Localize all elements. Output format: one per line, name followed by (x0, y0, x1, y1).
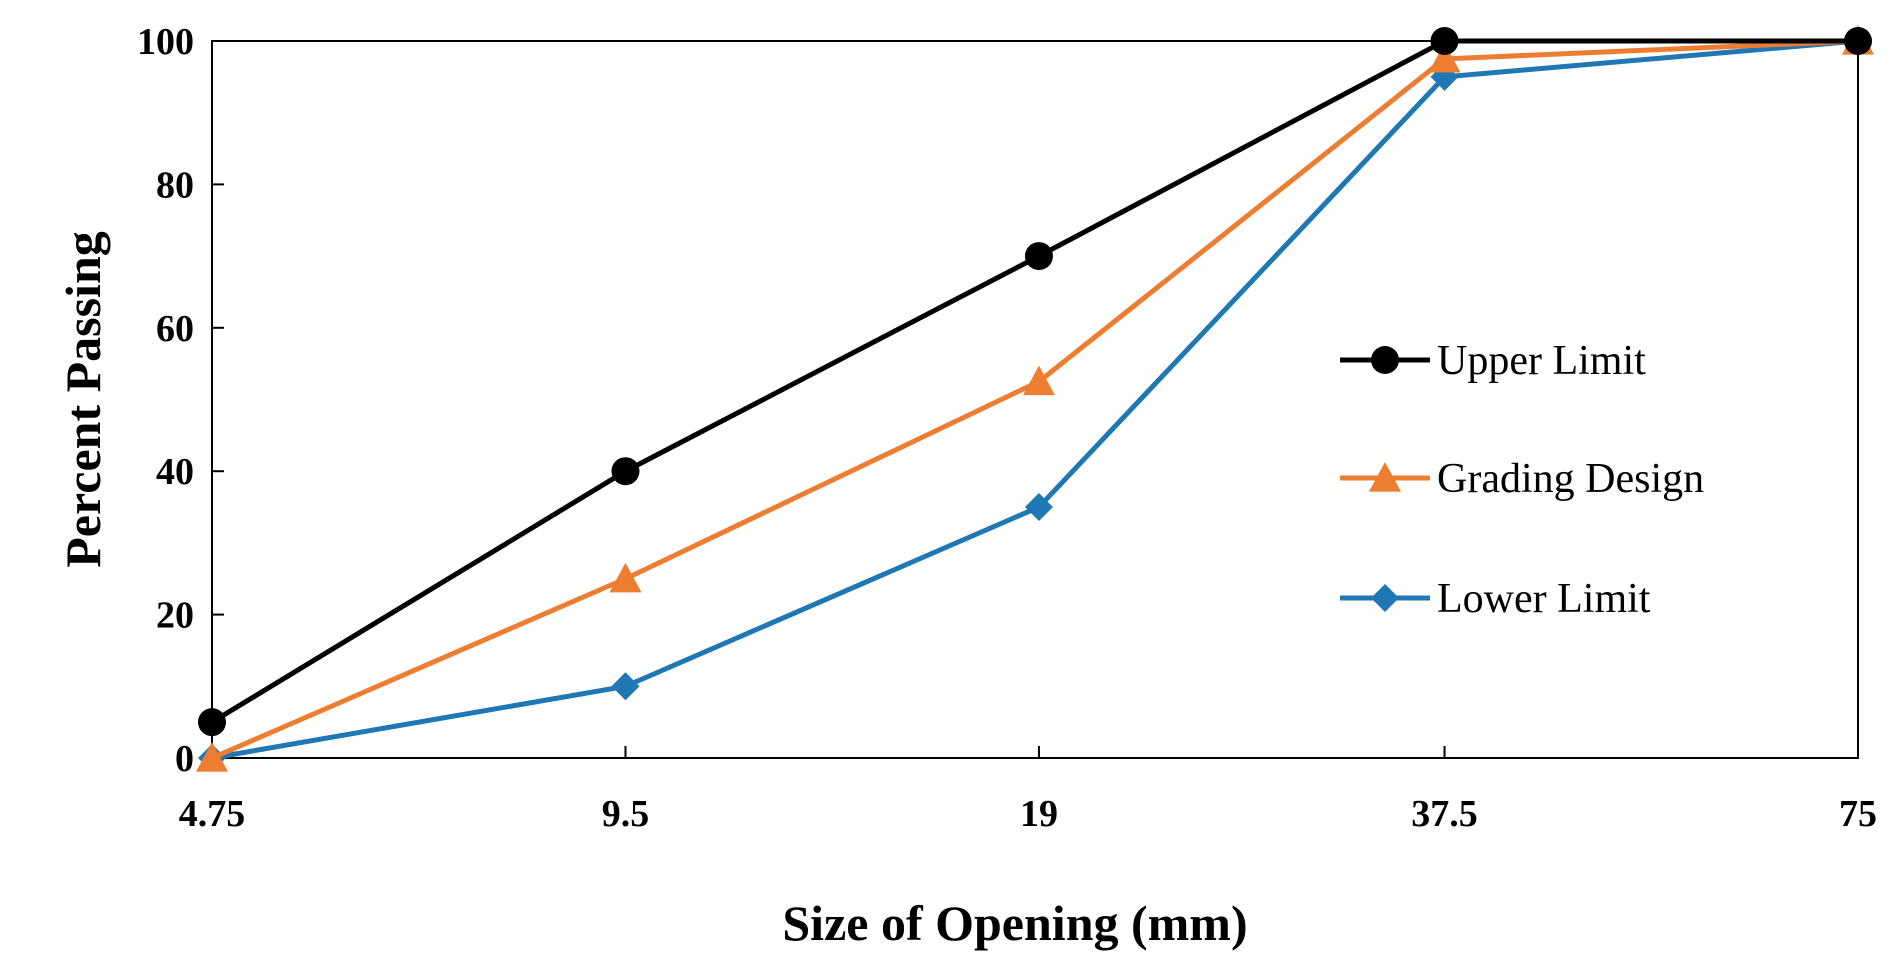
data-point (198, 708, 226, 737)
legend-label: Upper Limit (1437, 338, 1646, 384)
data-point (1024, 493, 1053, 522)
series-grading-design (196, 25, 1874, 772)
legend-item: Lower Limit (1340, 576, 1651, 622)
x-axis-title: Size of Opening (mm) (782, 895, 1247, 951)
data-point (611, 457, 640, 486)
legend-label: Grading Design (1437, 456, 1704, 502)
x-tick-label: 4.75 (179, 793, 246, 835)
data-point (1428, 42, 1461, 73)
x-tick-label: 75 (1839, 793, 1877, 835)
y-axis-title: Percent Passing (55, 231, 111, 568)
legend-label: Lower Limit (1437, 576, 1651, 622)
y-tick-label: 40 (156, 451, 194, 493)
series-lower-limit (198, 27, 1872, 772)
series-layer (196, 25, 1874, 772)
plot-area-frame (211, 40, 1859, 759)
x-tick-label: 9.5 (602, 793, 650, 835)
legend-marker (1369, 462, 1401, 492)
legend-item: Upper Limit (1340, 338, 1646, 384)
y-tick-label: 20 (156, 595, 194, 637)
data-point (1022, 365, 1055, 396)
data-point (609, 562, 642, 593)
data-point (1024, 242, 1053, 271)
series-line (211, 38, 1859, 761)
legend-marker (1371, 346, 1399, 374)
x-tick-label: 19 (1020, 793, 1058, 835)
y-tick-label: 0 (175, 738, 194, 780)
axes: 0 20 40 60 80 100 4.75 9.5 19 37.5 75 (137, 21, 1877, 835)
data-point (611, 672, 640, 701)
series-upper-limit (198, 27, 1872, 737)
y-tick-label: 100 (137, 21, 194, 63)
x-tick-label: 37.5 (1411, 793, 1478, 835)
legend-marker (1371, 584, 1399, 612)
legend-item: Grading Design (1340, 456, 1704, 502)
legend: Upper Limit Grading Design Lower Limit (1340, 338, 1704, 622)
data-point (1430, 27, 1459, 55)
data-point (196, 742, 228, 772)
y-tick-label: 60 (156, 308, 194, 350)
y-tick-label: 80 (156, 164, 194, 206)
data-point (1844, 27, 1872, 55)
